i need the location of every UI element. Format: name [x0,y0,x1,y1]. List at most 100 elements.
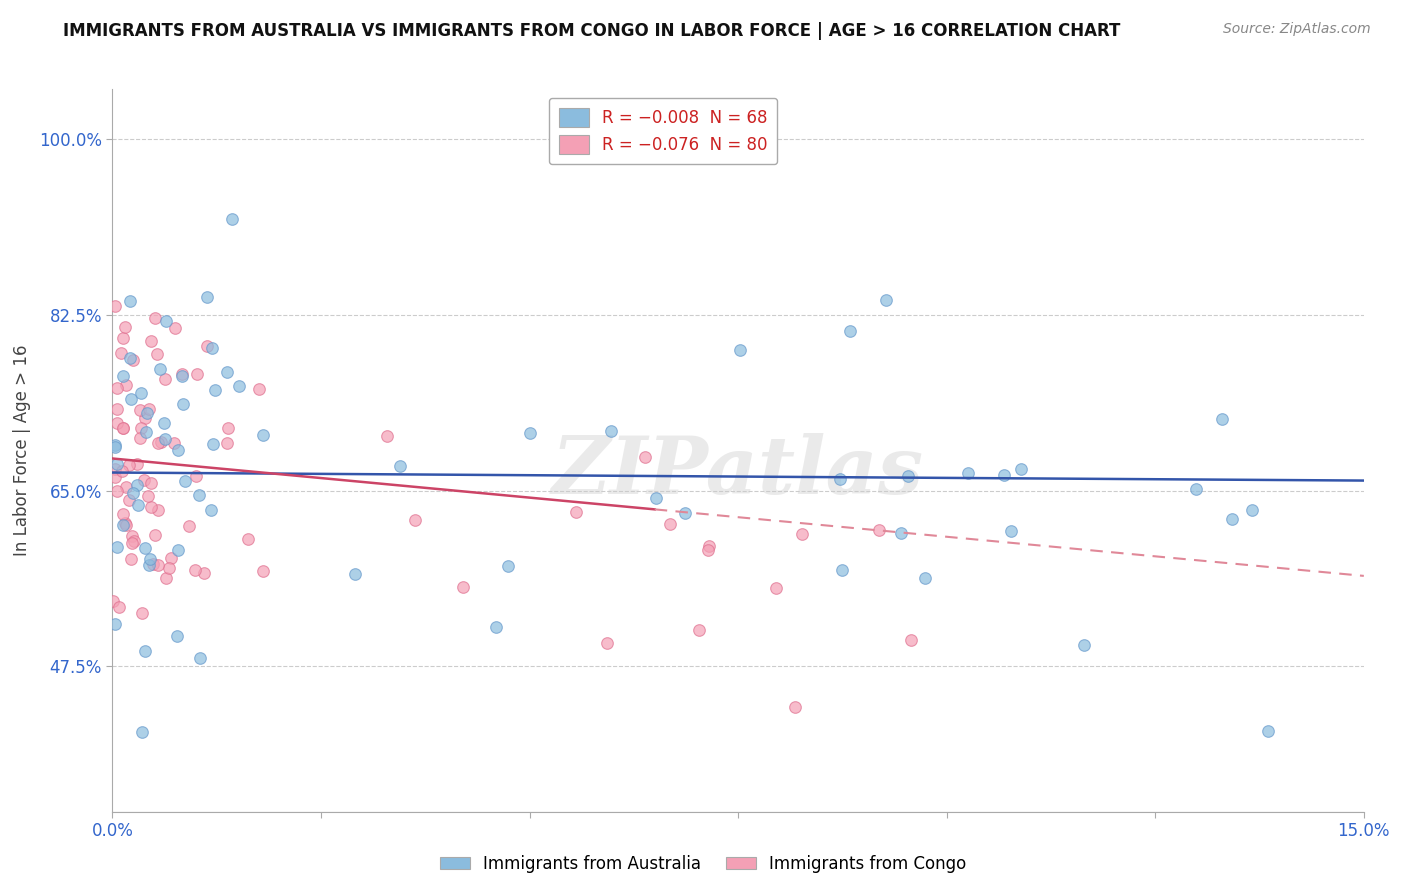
Point [135,425,157,439]
Point [149,435,172,450]
Point [105,401,128,416]
Point [634,450,657,465]
Point [104,438,127,452]
Point [993,467,1015,482]
Point [897,469,920,483]
Point [110,346,132,360]
Point [195,290,218,304]
Point [155,313,177,327]
Point [187,488,209,502]
Point [388,459,411,474]
Point [155,571,177,585]
Point [118,458,141,472]
Point [828,472,851,486]
Point [141,334,163,349]
Point [115,378,138,392]
Point [166,628,188,642]
Point [172,369,194,384]
Point [519,426,541,441]
Point [177,519,200,533]
Point [765,581,787,595]
Legend: R = −0.008  N = 68, R = −0.076  N = 80: R = −0.008 N = 68, R = −0.076 N = 80 [548,97,778,164]
Point [146,347,169,361]
Point [129,431,152,445]
Point [186,367,208,381]
Point [173,475,195,489]
Point [120,293,142,308]
Point [138,401,160,416]
Point [120,392,142,407]
Point [129,420,152,434]
Point [134,473,156,487]
Point [167,442,190,457]
Point [659,516,682,531]
Point [160,550,183,565]
Point [697,543,720,558]
Point [792,527,814,541]
Point [105,541,128,555]
Point [111,421,134,435]
Point [104,441,127,455]
Point [484,620,506,634]
Point [118,351,141,365]
Point [868,524,890,538]
Point [1240,502,1263,516]
Point [221,212,243,227]
Point [957,466,980,480]
Point [155,433,177,447]
Point [105,483,128,498]
Point [111,464,134,478]
Legend: Immigrants from Australia, Immigrants from Congo: Immigrants from Australia, Immigrants fr… [433,848,973,880]
Point [141,475,163,490]
Point [201,342,224,356]
Point [1220,512,1243,526]
Point [697,539,720,553]
Point [599,424,621,438]
Point [1010,462,1032,476]
Point [134,643,156,657]
Point [122,486,145,500]
Point [914,571,936,585]
Point [136,489,159,503]
Point [135,406,157,420]
Point [131,725,153,739]
Point [143,528,166,542]
Point [146,435,169,450]
Point [204,384,226,398]
Point [890,526,912,541]
Point [143,311,166,326]
Point [839,324,862,338]
Y-axis label: In Labor Force | Age > 16: In Labor Force | Age > 16 [13,344,31,557]
Point [104,461,127,475]
Point [188,651,211,665]
Text: Source: ZipAtlas.com: Source: ZipAtlas.com [1223,22,1371,37]
Point [217,436,239,450]
Text: ZIPatlas: ZIPatlas [553,434,924,511]
Point [165,320,187,334]
Point [238,532,260,546]
Point [115,480,138,494]
Point [215,365,238,379]
Point [103,593,125,607]
Point [193,566,215,580]
Point [121,535,143,549]
Point [127,457,149,471]
Point [184,563,207,577]
Point [1211,411,1233,425]
Point [565,505,588,519]
Point [1073,638,1095,652]
Point [496,559,519,574]
Point [139,500,162,514]
Point [146,558,169,572]
Point [195,339,218,353]
Point [404,513,426,527]
Point [122,353,145,368]
Point [111,518,134,533]
Point [121,529,143,543]
Point [108,599,131,614]
Point [831,563,853,577]
Point [107,381,129,395]
Point [105,416,128,430]
Point [728,343,751,357]
Point [131,606,153,620]
